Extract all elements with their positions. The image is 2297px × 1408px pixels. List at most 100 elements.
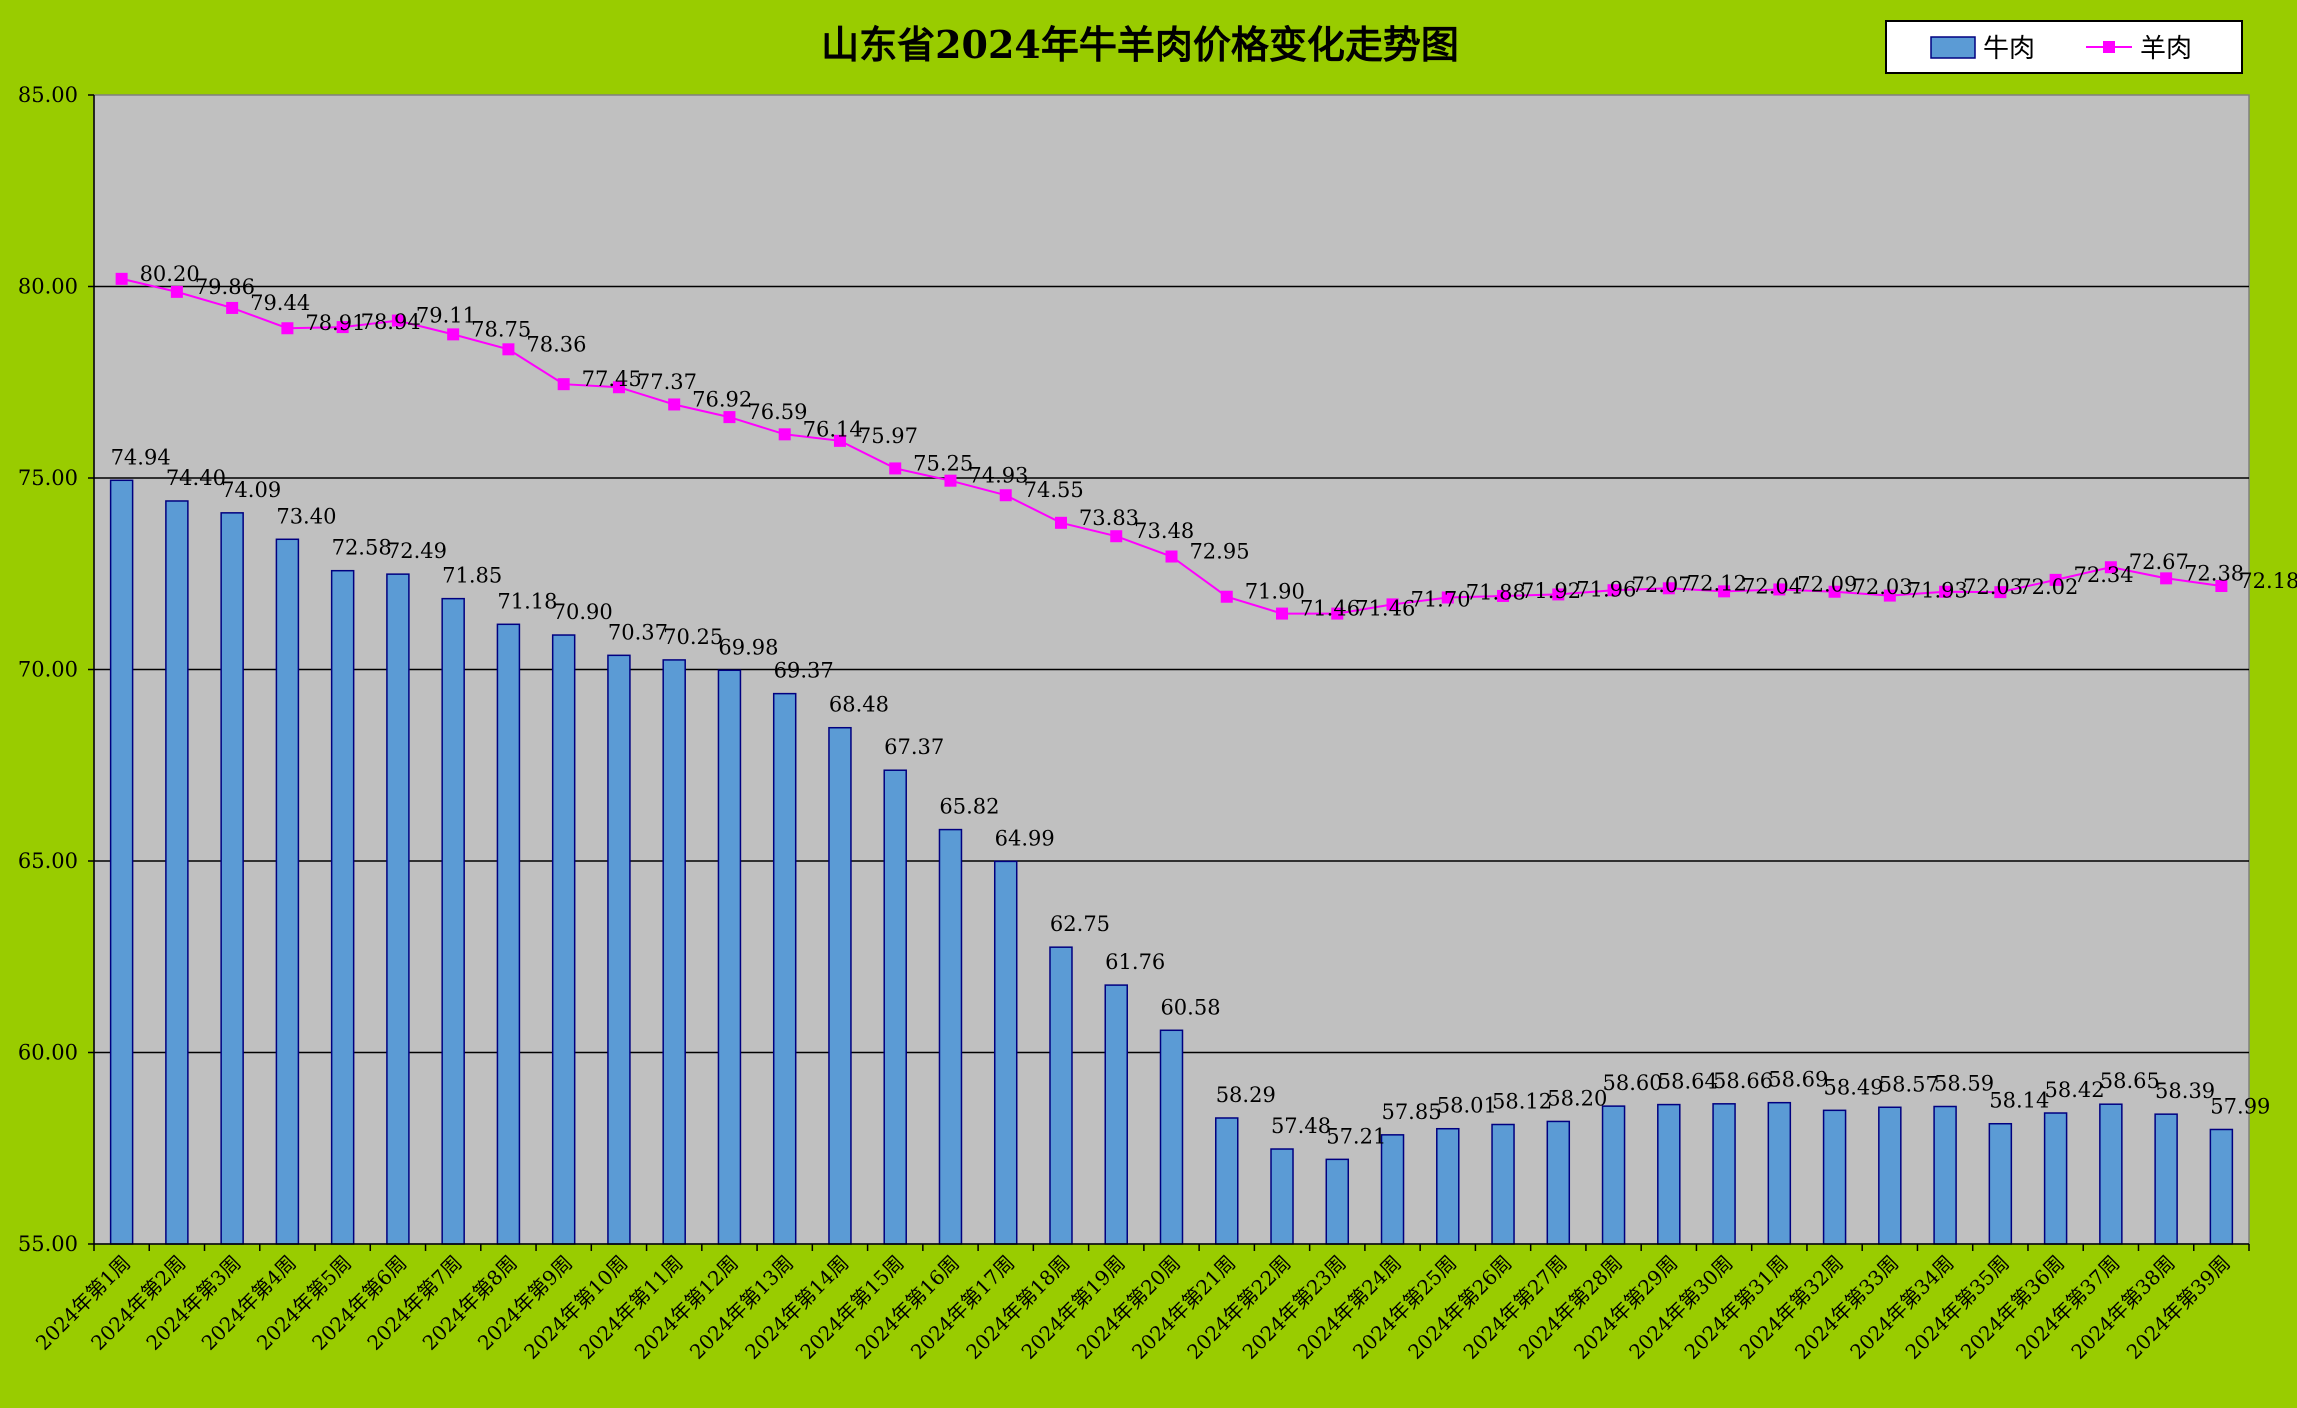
beef-bar <box>883 769 907 1245</box>
beef-bar <box>772 692 797 1245</box>
mutton-data-label: 71.88 <box>1466 580 1526 604</box>
mutton-point <box>391 314 404 327</box>
beef-data-label: 58.66 <box>1713 1069 1773 1093</box>
y-tick-label: 85.00 <box>18 83 78 107</box>
beef-bar <box>1601 1105 1626 1245</box>
mutton-data-label: 79.44 <box>250 291 310 315</box>
mutton-data-label: 72.02 <box>2018 575 2078 599</box>
beef-bar <box>1215 1117 1239 1245</box>
beef-data-label: 58.60 <box>1602 1071 1662 1095</box>
mutton-point <box>612 381 625 394</box>
beef-bar <box>1491 1123 1515 1245</box>
mutton-point <box>1110 530 1123 543</box>
mutton-point <box>1552 588 1565 601</box>
mutton-data-label: 79.11 <box>416 304 476 328</box>
beef-bar <box>109 479 134 1245</box>
beef-bar <box>1049 946 1073 1245</box>
beef-bar <box>2099 1103 2123 1245</box>
mutton-data-label: 72.38 <box>2184 561 2244 585</box>
beef-bar <box>828 726 852 1245</box>
legend-beef-swatch <box>1930 36 1976 59</box>
mutton-point <box>447 328 460 341</box>
beef-bar <box>607 654 631 1245</box>
mutton-data-label: 77.37 <box>637 370 697 394</box>
beef-data-label: 60.58 <box>1160 995 1220 1019</box>
mutton-point <box>2160 572 2173 585</box>
beef-data-label: 58.65 <box>2100 1069 2160 1093</box>
beef-data-label: 71.18 <box>497 589 557 613</box>
mutton-data-label: 75.97 <box>858 424 918 448</box>
beef-data-label: 58.39 <box>2155 1079 2215 1103</box>
beef-bar <box>993 860 1018 1245</box>
mutton-data-label: 73.83 <box>1079 506 1139 530</box>
beef-bar <box>938 828 963 1245</box>
beef-data-label: 65.82 <box>939 795 999 819</box>
mutton-line <box>115 272 2228 620</box>
mutton-point <box>1441 591 1454 604</box>
beef-data-label: 70.25 <box>663 625 723 649</box>
beef-bar <box>165 500 189 1245</box>
beef-bar <box>220 512 244 1245</box>
mutton-point <box>778 428 791 441</box>
beef-data-label: 70.37 <box>608 620 668 644</box>
mutton-point <box>668 398 681 411</box>
beef-data-label: 58.49 <box>1824 1075 1884 1099</box>
mutton-data-label: 76.14 <box>803 417 863 441</box>
mutton-data-label: 76.92 <box>692 387 752 411</box>
mutton-value-labels: 80.2079.8679.4478.9178.9479.1178.7578.36… <box>140 262 2297 621</box>
beef-data-label: 64.99 <box>995 826 1055 850</box>
beef-bar <box>1767 1101 1792 1245</box>
mutton-data-label: 72.67 <box>2129 550 2189 574</box>
mutton-point <box>115 272 128 285</box>
mutton-point <box>2104 561 2117 574</box>
beef-bar <box>551 634 576 1245</box>
mutton-data-label: 71.46 <box>1300 597 1360 621</box>
mutton-point <box>723 411 736 424</box>
mutton-data-label: 71.90 <box>1245 580 1305 604</box>
beef-data-label: 74.94 <box>111 445 171 469</box>
mutton-data-label: 72.09 <box>1797 572 1857 596</box>
mutton-point <box>226 301 239 314</box>
beef-data-label: 57.99 <box>2210 1094 2270 1118</box>
mutton-data-label: 78.36 <box>526 332 586 356</box>
mutton-point <box>1331 607 1344 620</box>
beef-bar <box>1988 1122 2013 1245</box>
beef-bar <box>2043 1112 2068 1245</box>
beef-data-label: 57.48 <box>1271 1114 1331 1138</box>
beef-data-label: 69.37 <box>774 659 834 683</box>
mutton-data-label: 72.04 <box>1742 574 1802 598</box>
mutton-data-label: 75.25 <box>913 451 973 475</box>
beef-data-label: 58.64 <box>1658 1070 1718 1094</box>
beef-bar <box>1436 1127 1460 1245</box>
beef-data-label: 58.14 <box>1989 1089 2049 1113</box>
legend-beef-label: 牛肉 <box>1983 34 2035 64</box>
mutton-data-label: 71.46 <box>1355 597 1415 621</box>
mutton-point <box>1773 583 1786 596</box>
beef-bar <box>662 659 686 1245</box>
y-tick-label: 60.00 <box>18 1041 78 1065</box>
beef-bar <box>386 573 410 1245</box>
y-tick-label: 75.00 <box>18 466 78 490</box>
mutton-data-label: 72.12 <box>1687 571 1747 595</box>
beef-bar <box>275 538 300 1245</box>
mutton-point <box>1220 590 1233 603</box>
y-tick-label: 80.00 <box>18 275 78 299</box>
mutton-point <box>2215 580 2228 593</box>
mutton-point <box>2049 573 2062 586</box>
mutton-point <box>1718 585 1731 598</box>
mutton-data-label: 72.03 <box>1963 575 2023 599</box>
beef-bar <box>1933 1105 1957 1245</box>
mutton-data-label: 76.59 <box>747 400 807 424</box>
beef-bar <box>1878 1106 1902 1245</box>
mutton-data-label: 71.93 <box>1908 579 1968 603</box>
beef-bar <box>1159 1029 1184 1245</box>
beef-data-label: 58.59 <box>1934 1072 1994 1096</box>
mutton-point <box>1939 585 1952 598</box>
mutton-point <box>889 462 902 475</box>
mutton-data-label: 71.96 <box>1576 577 1636 601</box>
mutton-point <box>1497 589 1510 602</box>
beef-data-label: 58.57 <box>1879 1072 1939 1096</box>
beef-data-label: 58.20 <box>1547 1086 1607 1110</box>
